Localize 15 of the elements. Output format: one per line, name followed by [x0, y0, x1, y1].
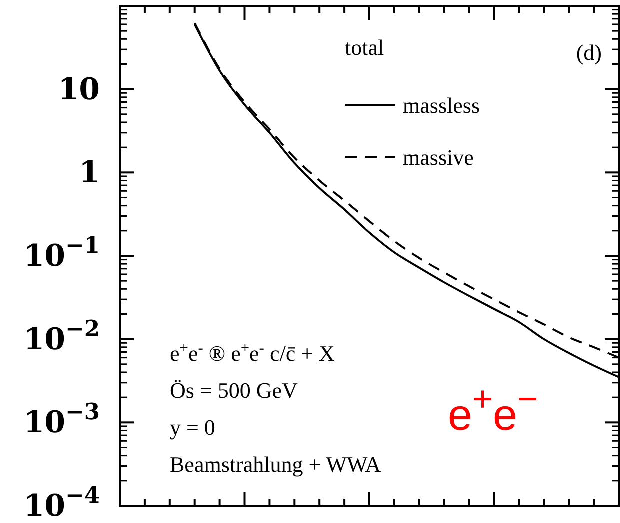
y-tick-label: 10 — [58, 72, 100, 108]
y-tick-label: 1 — [79, 156, 100, 191]
text: e$^{+}$e$^{-}$ ® e$^{+}$e$^{-}$ c/c̄ + X — [170, 340, 335, 366]
annotation: e$^{+}$e$^{−}$ — [448, 380, 538, 440]
y-tick-label: 10$^{−4}$ — [24, 483, 100, 523]
legend-label: massless — [403, 93, 480, 118]
annotation: Ös = 500 GeV — [170, 378, 298, 403]
y-tick-label: 10$^{−2}$ — [24, 316, 100, 358]
y-tick-label: 10$^{−1}$ — [24, 233, 100, 274]
annotation: (d) — [576, 40, 602, 65]
annotation: y = 0 — [170, 415, 216, 440]
legend-title: total — [345, 35, 384, 60]
legend-label: massive — [403, 145, 474, 170]
y-tick-label: 10$^{−3}$ — [24, 400, 100, 441]
annotation: Beamstrahlung + WWA — [170, 452, 382, 477]
